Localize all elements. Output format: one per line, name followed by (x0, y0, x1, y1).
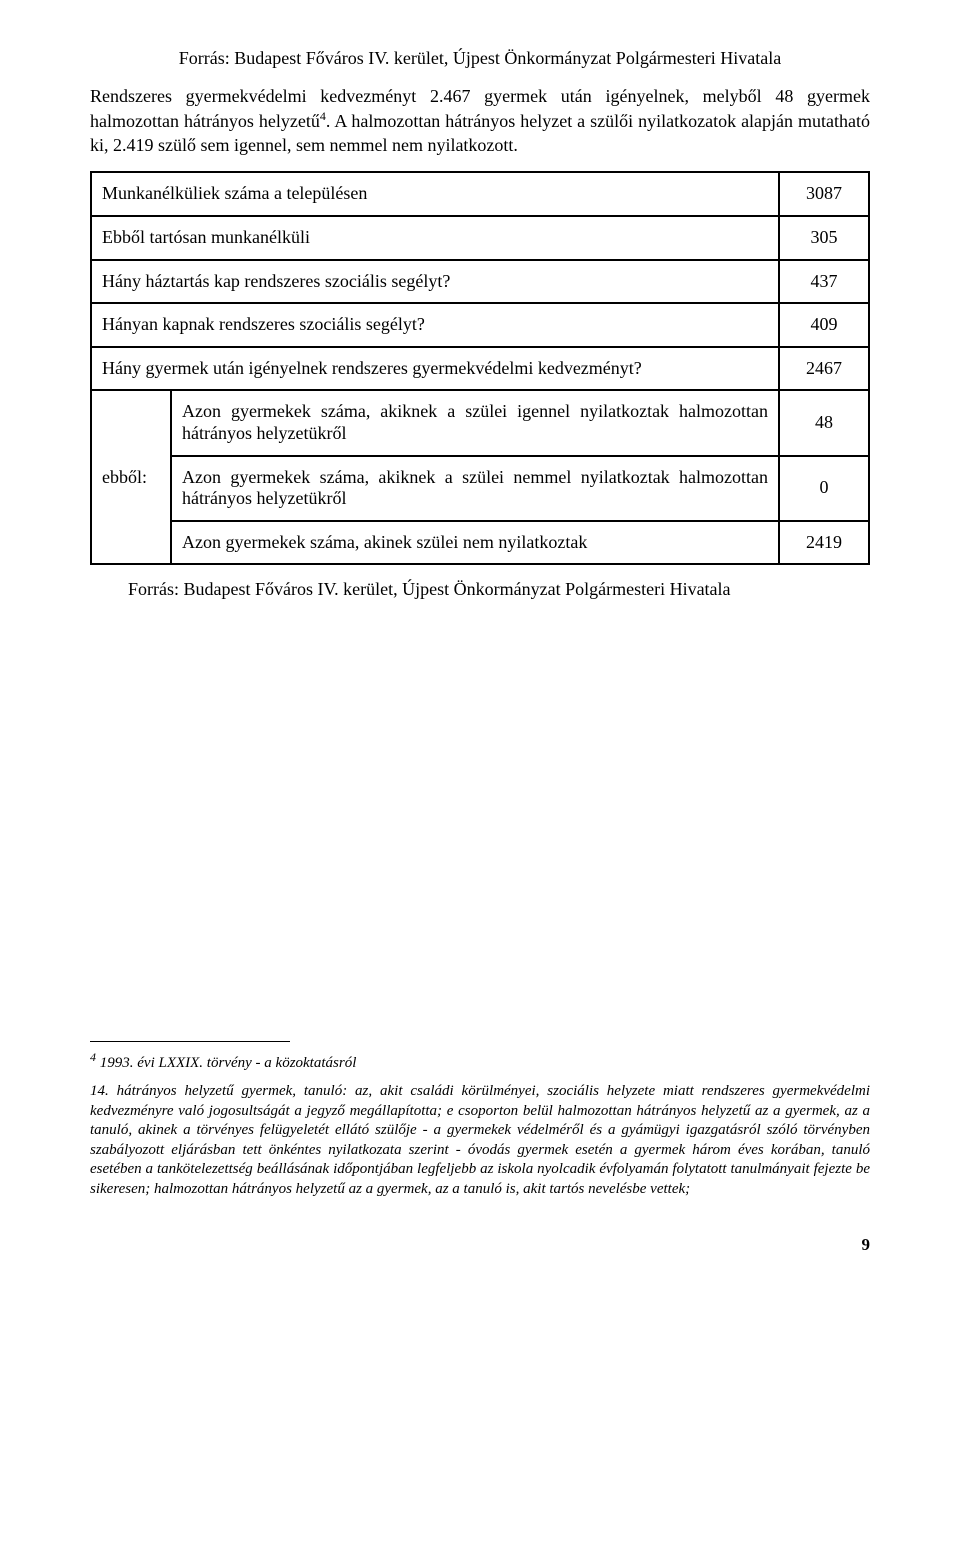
row-label: Hány gyermek után igényelnek rendszeres … (91, 347, 779, 391)
table-subrow: ebből: Azon gyermekek száma, akiknek a s… (91, 390, 869, 455)
table-row: Munkanélküliek száma a településen 3087 (91, 172, 869, 216)
main-paragraph: Rendszeres gyermekvédelmi kedvezményt 2.… (90, 84, 870, 158)
row-value: 437 (779, 260, 869, 304)
page-number: 9 (90, 1235, 870, 1255)
table-row: Hány gyermek után igényelnek rendszeres … (91, 347, 869, 391)
table-subrow: Azon gyermekek száma, akinek szülei nem … (91, 521, 869, 565)
table-row: Hányan kapnak rendszeres szociális segél… (91, 303, 869, 347)
source-top: Forrás: Budapest Főváros IV. kerület, Új… (90, 48, 870, 70)
row-value: 305 (779, 216, 869, 260)
table-subrow: Azon gyermekek száma, akiknek a szülei n… (91, 456, 869, 521)
data-table: Munkanélküliek száma a településen 3087 … (90, 171, 870, 565)
row-label: Munkanélküliek száma a településen (91, 172, 779, 216)
row-value: 2467 (779, 347, 869, 391)
subrow-value: 48 (779, 390, 869, 455)
row-value: 409 (779, 303, 869, 347)
footnote-body: 14. hátrányos helyzetű gyermek, tanuló: … (90, 1082, 870, 1199)
row-label: Ebből tartósan munkanélküli (91, 216, 779, 260)
subrow-label: Azon gyermekek száma, akinek szülei nem … (171, 521, 779, 565)
footnote-separator (90, 1041, 290, 1042)
table-row: Ebből tartósan munkanélküli 305 (91, 216, 869, 260)
footnote-title: 4 1993. évi LXXIX. törvény - a közoktatá… (90, 1050, 870, 1072)
subrow-label: Azon gyermekek száma, akiknek a szülei i… (171, 390, 779, 455)
footnote-title-text: 1993. évi LXXIX. törvény - a közoktatásr… (96, 1055, 356, 1071)
table-row: Hány háztartás kap rendszeres szociális … (91, 260, 869, 304)
subrow-value: 0 (779, 456, 869, 521)
row-label: Hány háztartás kap rendszeres szociális … (91, 260, 779, 304)
subrow-label: Azon gyermekek száma, akiknek a szülei n… (171, 456, 779, 521)
row-value: 3087 (779, 172, 869, 216)
source-bottom: Forrás: Budapest Főváros IV. kerület, Új… (128, 579, 870, 601)
subrow-value: 2419 (779, 521, 869, 565)
row-label: Hányan kapnak rendszeres szociális segél… (91, 303, 779, 347)
side-label: ebből: (91, 390, 171, 564)
